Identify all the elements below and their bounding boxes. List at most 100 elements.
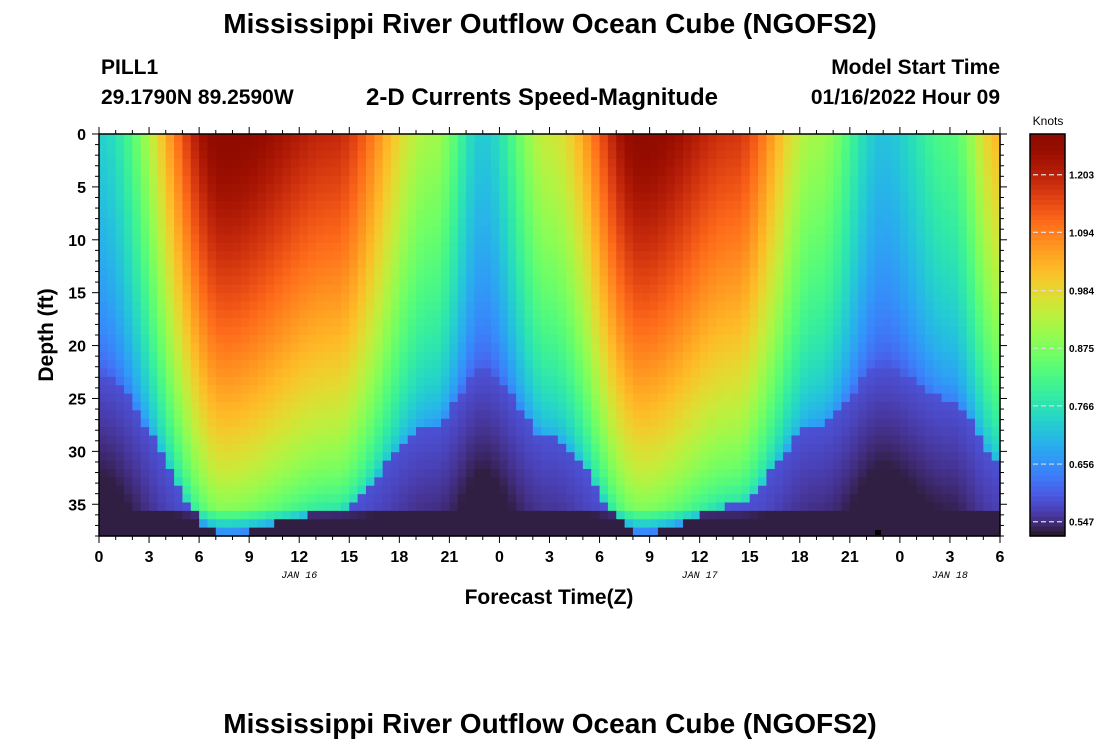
heatmap-cell [874, 159, 884, 169]
heatmap-cell [758, 259, 767, 269]
heatmap-cell [616, 418, 626, 428]
heatmap-cell [607, 318, 617, 328]
heatmap-cell [382, 435, 392, 445]
heatmap-cell [657, 242, 667, 252]
heatmap-cell [874, 242, 884, 252]
heatmap-cell [290, 318, 300, 328]
heatmap-cell [107, 502, 117, 512]
heatmap-cell [816, 376, 826, 386]
heatmap-cell [457, 376, 467, 386]
heatmap-cell [966, 343, 976, 353]
heatmap-cell [474, 142, 484, 152]
heatmap-cell [374, 326, 384, 336]
heatmap-cell [924, 159, 934, 169]
heatmap-cell [199, 393, 209, 403]
heatmap-cell [858, 452, 868, 462]
heatmap-cell [441, 402, 450, 411]
heatmap-cell [265, 167, 275, 177]
heatmap-cell [365, 309, 375, 319]
heatmap-cell [991, 217, 1001, 227]
heatmap-cell [482, 343, 492, 353]
heatmap-cell [165, 443, 175, 453]
heatmap-cell [816, 175, 826, 185]
heatmap-cell [733, 259, 742, 269]
heatmap-cell [232, 477, 242, 487]
heatmap-cell [399, 427, 409, 437]
heatmap-cell [866, 410, 876, 420]
heatmap-cell [607, 368, 617, 378]
heatmap-cell [174, 209, 184, 219]
heatmap-cell [749, 209, 759, 219]
heatmap-cell [641, 435, 651, 445]
heatmap-cell [791, 251, 801, 261]
heatmap-cell [115, 226, 125, 236]
heatmap-cell [833, 469, 843, 478]
heatmap-cell [933, 276, 943, 286]
heatmap-cell [516, 385, 526, 395]
heatmap-cell [599, 209, 609, 219]
heatmap-cell [708, 217, 717, 227]
heatmap-cell [591, 477, 601, 487]
heatmap-cell [824, 393, 834, 403]
heatmap-cell [783, 242, 793, 252]
heatmap-cell [482, 385, 492, 395]
heatmap-cell [457, 284, 467, 294]
heatmap-cell [299, 284, 309, 294]
heatmap-cell [682, 318, 692, 328]
heatmap-cell [924, 293, 934, 303]
heatmap-cell [699, 159, 709, 169]
heatmap-cell [933, 335, 943, 344]
heatmap-cell [174, 351, 184, 361]
heatmap-cell [207, 309, 217, 319]
heatmap-cell [499, 368, 509, 378]
heatmap-cell [649, 309, 659, 319]
heatmap-cell [449, 335, 459, 344]
heatmap-cell [466, 134, 476, 143]
heatmap-cell [816, 494, 826, 504]
heatmap-cell [441, 175, 450, 185]
heatmap-cell [699, 284, 709, 294]
heatmap-cell [891, 175, 901, 185]
heatmap-cell [524, 452, 534, 462]
heatmap-cell [416, 309, 425, 319]
heatmap-cell [908, 209, 918, 219]
heatmap-cell [699, 510, 709, 520]
heatmap-cell [349, 326, 359, 336]
heatmap-cell [833, 443, 843, 453]
heatmap-cell [457, 259, 467, 269]
heatmap-cell [783, 134, 793, 143]
heatmap-cell [941, 326, 951, 336]
heatmap-cell [332, 435, 342, 445]
heatmap-cell [699, 268, 709, 277]
heatmap-cell [265, 410, 275, 420]
heatmap-cell [708, 494, 717, 504]
heatmap-cell [382, 368, 392, 378]
heatmap-cell [699, 343, 709, 353]
heatmap-cell [808, 293, 818, 303]
heatmap-cell [783, 368, 793, 378]
heatmap-cell [315, 326, 325, 336]
heatmap-cell [758, 159, 767, 169]
heatmap-cell [641, 184, 651, 194]
heatmap-cell [315, 318, 325, 328]
heatmap-cell [174, 251, 184, 261]
heatmap-cell [507, 318, 517, 328]
heatmap-cell [641, 259, 651, 269]
heatmap-cell [107, 343, 117, 353]
heatmap-cell [741, 251, 751, 261]
heatmap-cell [365, 443, 375, 453]
heatmap-cell [566, 335, 576, 344]
heatmap-cell [190, 209, 200, 219]
heatmap-cell [340, 343, 350, 353]
heatmap-cell [549, 443, 559, 453]
heatmap-cell [349, 159, 359, 169]
heatmap-cell [591, 242, 601, 252]
heatmap-cell [524, 360, 534, 370]
heatmap-cell [215, 477, 225, 487]
heatmap-cell [132, 201, 142, 210]
heatmap-cell [991, 209, 1001, 219]
heatmap-cell [399, 201, 409, 210]
heatmap-cell [858, 142, 868, 152]
heatmap-cell [365, 452, 375, 462]
heatmap-cell [491, 167, 501, 177]
